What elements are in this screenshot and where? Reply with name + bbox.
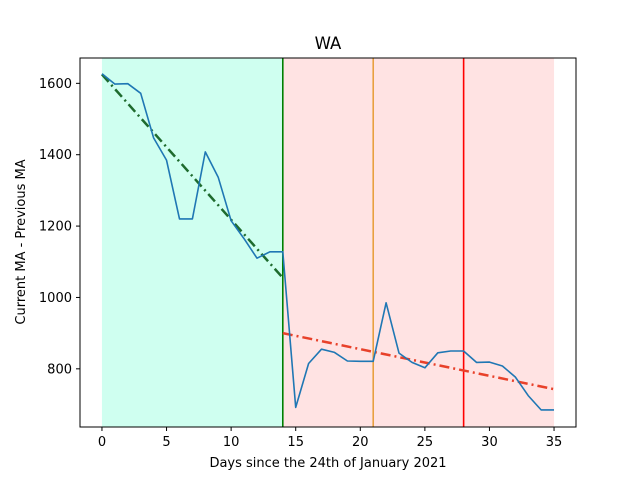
x-tick-label: 25 [417, 435, 434, 450]
series-line-0 [101, 73, 554, 411]
y-axis-ticks: 800 1000 1200 1400 1600 [39, 77, 80, 377]
trend-line-0 [101, 73, 284, 279]
shaded-region-1 [282, 58, 555, 427]
shaded-region-0 [101, 58, 283, 427]
series-lines [101, 73, 555, 411]
x-tick-label: 15 [287, 435, 304, 450]
vertical-lines [281, 58, 465, 427]
x-tick-label: 5 [162, 435, 170, 450]
x-tick-label: 20 [352, 435, 369, 450]
chart-title: WA [315, 34, 342, 53]
shaded-regions [101, 58, 555, 427]
trend-lines [101, 73, 555, 391]
x-tick-label: 30 [481, 435, 498, 450]
plot-frame [79, 57, 577, 428]
trend-line-1 [282, 331, 555, 391]
y-tick-label: 1400 [39, 148, 72, 163]
x-tick-label: 10 [223, 435, 240, 450]
x-tick-label: 35 [546, 435, 563, 450]
x-tick-label: 0 [98, 435, 106, 450]
y-tick-label: 1000 [39, 291, 72, 306]
y-tick-label: 1200 [39, 220, 72, 235]
y-tick-label: 800 [47, 362, 72, 377]
x-axis-ticks: 0 5 10 15 20 25 30 35 [98, 427, 562, 450]
x-axis-label: Days since the 24th of January 2021 [209, 456, 446, 471]
y-tick-label: 1600 [39, 77, 72, 92]
y-axis-label: Current MA - Previous MA [14, 159, 29, 324]
